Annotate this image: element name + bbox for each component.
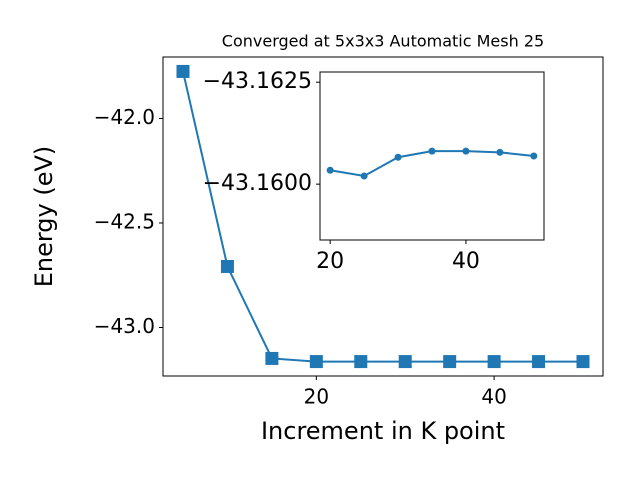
- marker: [354, 355, 368, 369]
- marker: [398, 355, 412, 369]
- y-axis-label: Energy (eV): [30, 146, 58, 288]
- marker: [443, 355, 457, 369]
- chart-title: Converged at 5x3x3 Automatic Mesh 25: [222, 32, 544, 51]
- y-tick-label: −42.5: [94, 209, 155, 233]
- marker: [220, 259, 234, 273]
- marker: [496, 148, 504, 156]
- y-tick-label: −43.0: [94, 314, 155, 338]
- marker: [532, 355, 546, 369]
- marker: [462, 147, 470, 155]
- marker: [309, 355, 323, 369]
- plot-area: [319, 71, 545, 241]
- marker: [360, 172, 368, 180]
- series-line: [182, 71, 583, 363]
- x-axis-label: Increment in K point: [261, 417, 505, 445]
- x-tick-label: 20: [316, 249, 344, 274]
- marker: [265, 351, 279, 365]
- x-tick-label: 20: [304, 385, 329, 409]
- y-tick-label: −43.1625: [203, 69, 312, 94]
- y-tick-label: −43.1600: [203, 171, 312, 196]
- marker: [326, 166, 334, 174]
- marker: [428, 147, 436, 155]
- marker: [487, 355, 501, 369]
- x-tick-label: 40: [452, 249, 480, 274]
- marker: [394, 153, 402, 161]
- x-tick-label: 40: [481, 385, 506, 409]
- marker: [176, 64, 190, 78]
- marker: [530, 152, 538, 160]
- marker: [576, 355, 590, 369]
- y-tick-label: −42.0: [94, 105, 155, 129]
